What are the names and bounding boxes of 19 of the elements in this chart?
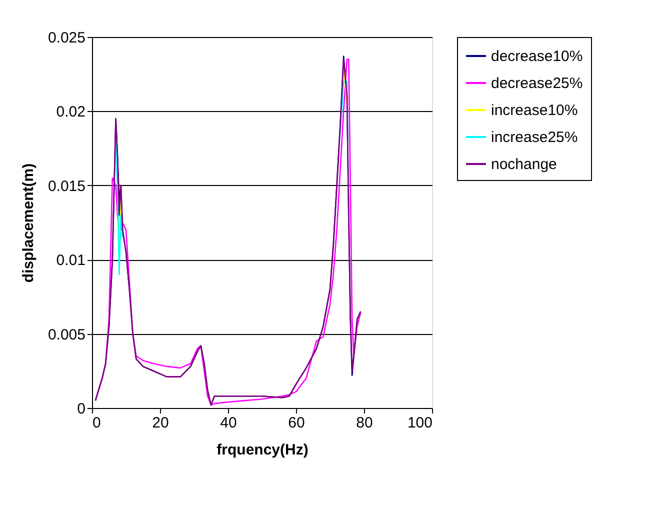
y-tick-label: 0.015 bbox=[48, 178, 86, 195]
x-tick-label: 80 bbox=[356, 414, 373, 432]
x-tick-label: 60 bbox=[288, 414, 305, 432]
x-tick-label: 100 bbox=[407, 414, 432, 432]
x-tick-label: 20 bbox=[152, 414, 169, 432]
x-tick-label: 40 bbox=[220, 414, 237, 432]
y-tick-label: 0 bbox=[77, 400, 86, 418]
y-axis-title: displacement(m) bbox=[20, 163, 37, 283]
legend-label: nochange bbox=[491, 156, 557, 173]
x-axis-title: frquency(Hz) bbox=[216, 442, 308, 458]
y-tick-label: 0.005 bbox=[48, 326, 86, 344]
x-tick-label: 0 bbox=[92, 414, 101, 432]
legend-label: decrease10% bbox=[491, 48, 583, 65]
legend-label: increase10% bbox=[491, 102, 578, 119]
legend-label: increase25% bbox=[491, 129, 578, 146]
legend-label: decrease25% bbox=[491, 75, 583, 92]
y-tick-label: 0.025 bbox=[48, 30, 86, 46]
y-tick-label: 0.02 bbox=[56, 104, 86, 121]
y-tick-label: 0.01 bbox=[56, 252, 86, 270]
